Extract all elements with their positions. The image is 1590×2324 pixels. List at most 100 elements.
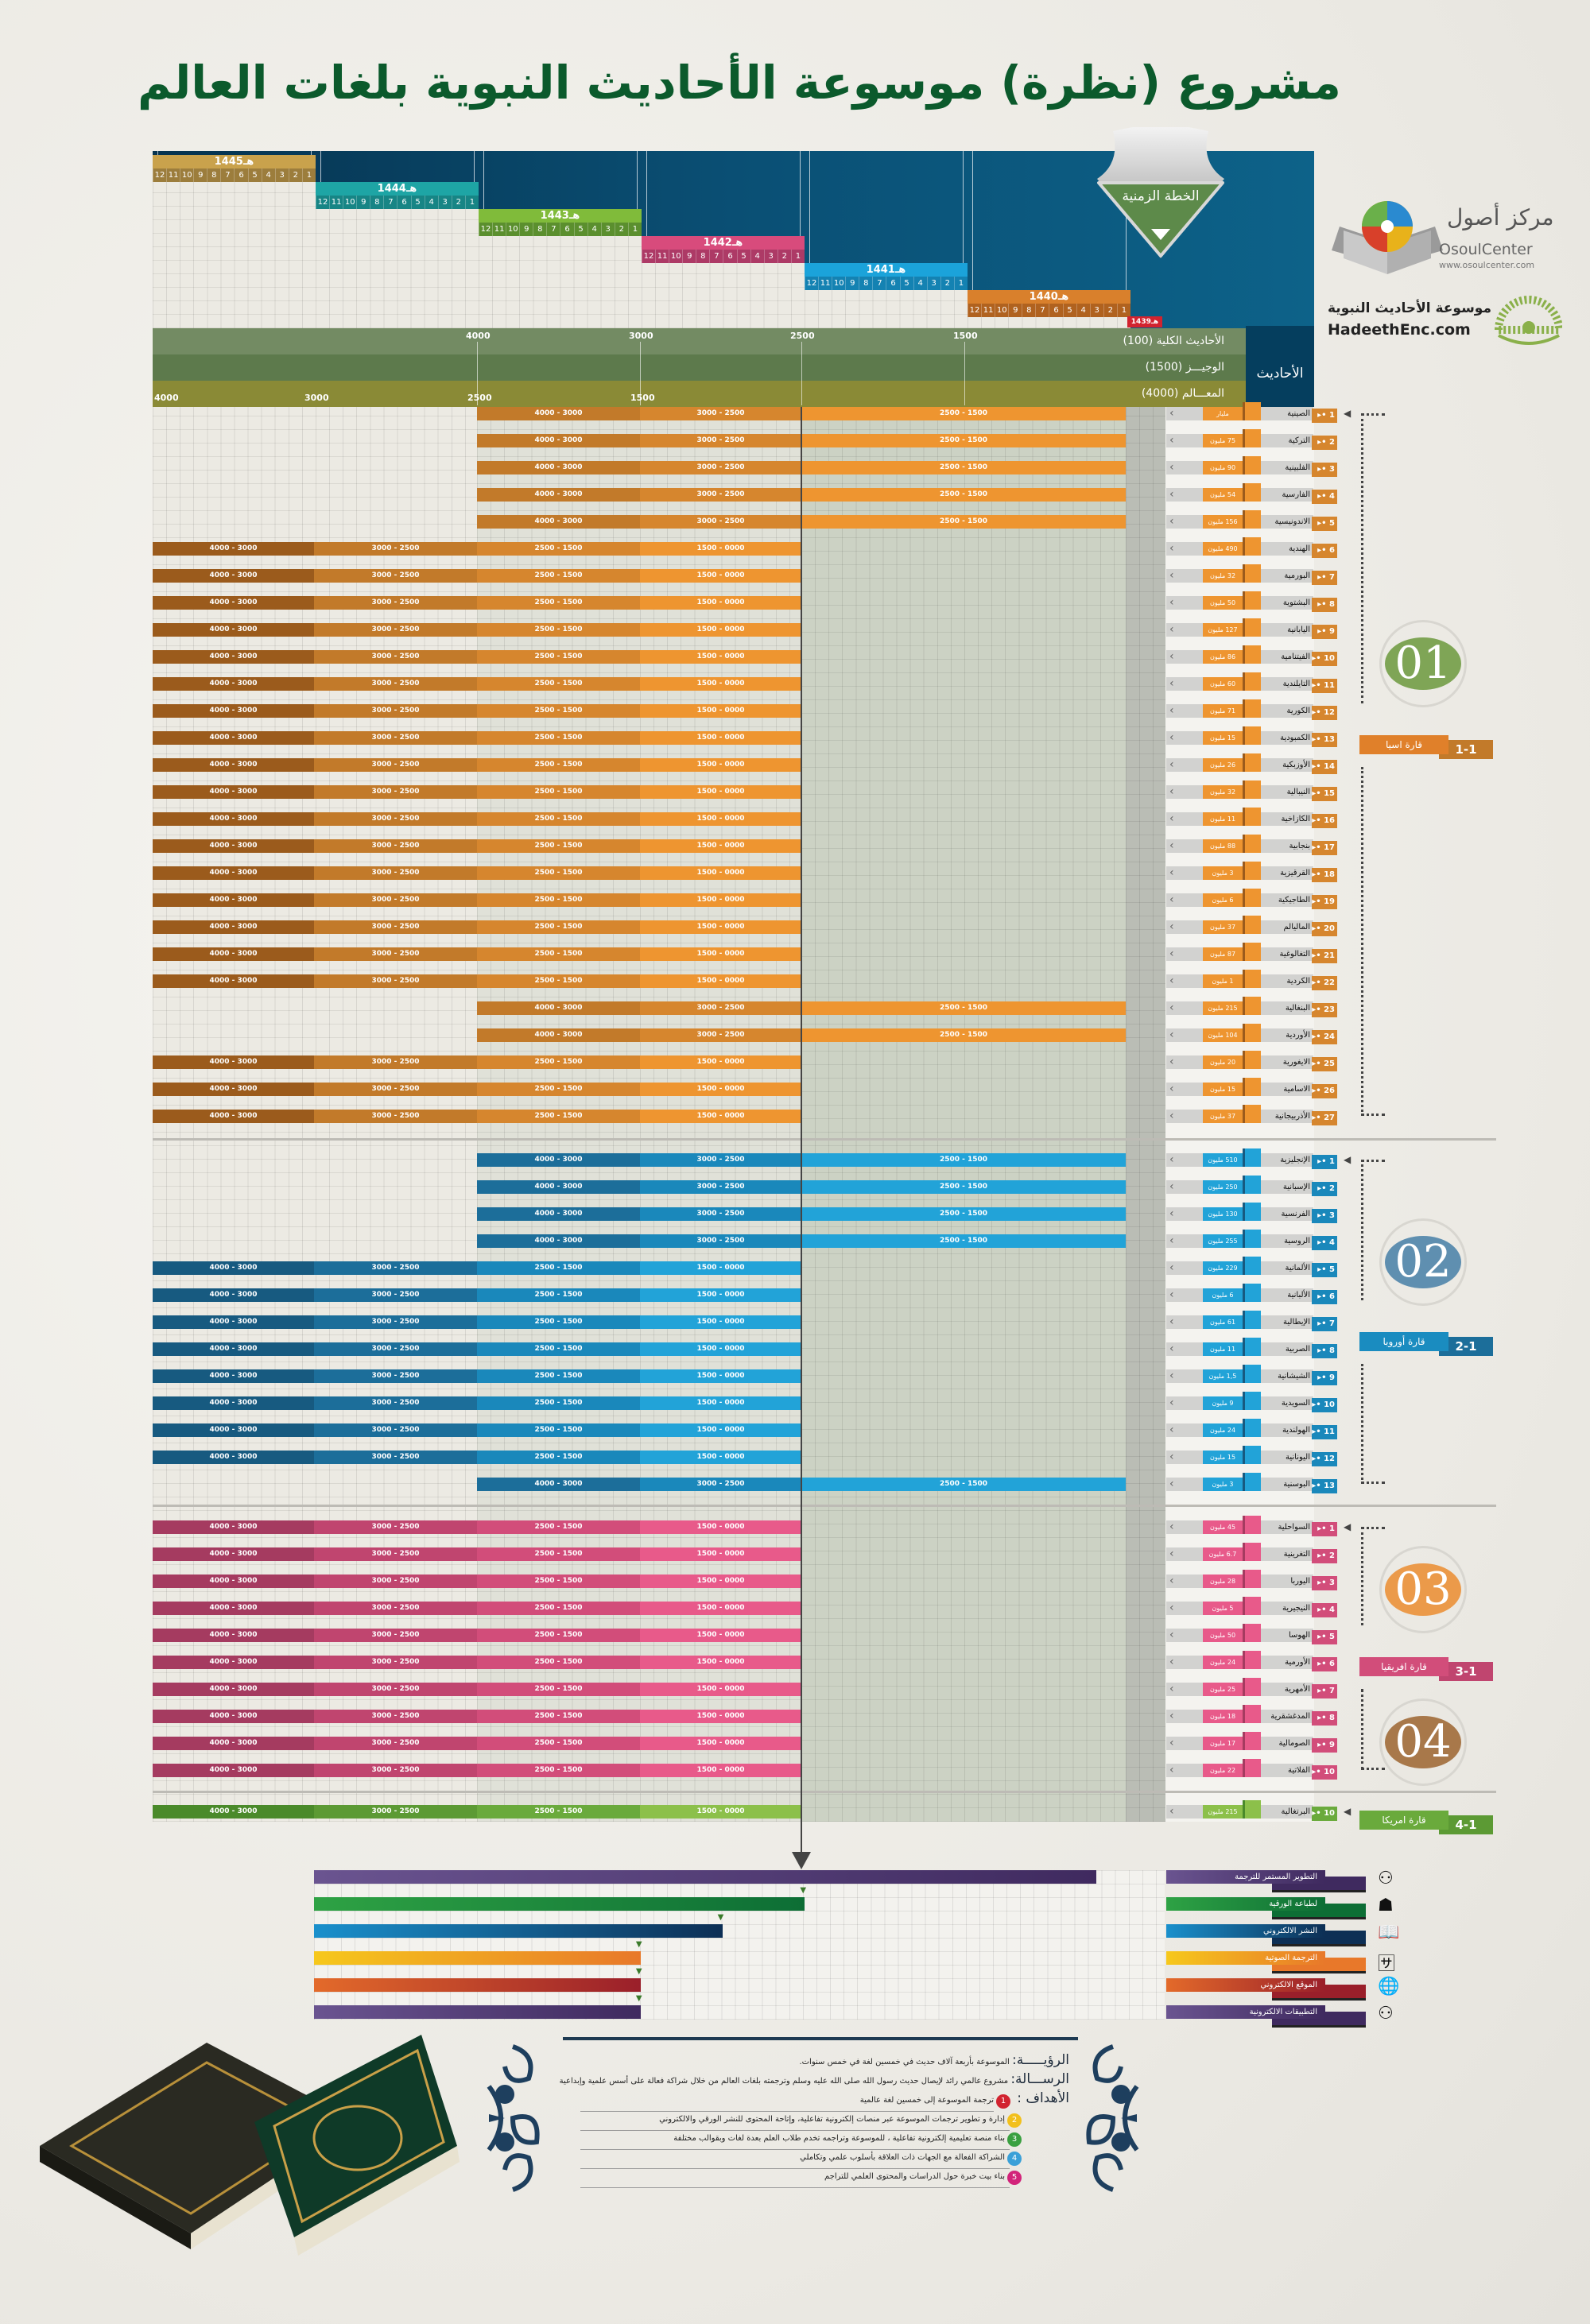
language-row[interactable]: 4000 - 3000 3000 - 2500 2500 - 1500 1500 - …: [0, 672, 1590, 693]
language-row[interactable]: 4000 - 3000 3000 - 2500 2500 - 1500 ‹ 250 مل…: [0, 1176, 1590, 1196]
language-row[interactable]: 4000 - 3000 3000 - 2500 2500 - 1500 1500 - …: [0, 862, 1590, 882]
language-row[interactable]: 4000 - 3000 3000 - 2500 2500 - 1500 1500 - …: [0, 1419, 1590, 1439]
speakers-badge: 510 مليون: [1203, 1153, 1243, 1167]
vision: الرؤيـــــة: الموسوعة بأربعة آلاف حديث ف…: [799, 2052, 1069, 2068]
language-row[interactable]: 4000 - 3000 3000 - 2500 2500 - 1500 ‹ 3 مليو…: [0, 1473, 1590, 1493]
language-row[interactable]: 4000 - 3000 3000 - 2500 2500 - 1500 1500 - …: [0, 1597, 1590, 1617]
language-row[interactable]: 4000 - 3000 3000 - 2500 2500 - 1500 1500 - …: [0, 916, 1590, 936]
language-row[interactable]: 4000 - 3000 3000 - 2500 2500 - 1500 1500 - …: [0, 1392, 1590, 1412]
language-row[interactable]: 4000 - 3000 3000 - 2500 2500 - 1500 1500 - …: [0, 1284, 1590, 1304]
schedule-segment: 2500 - 1500: [801, 1478, 1126, 1491]
language-row[interactable]: 4000 - 3000 3000 - 2500 2500 - 1500 1500 - …: [0, 1311, 1590, 1331]
language-row[interactable]: 4000 - 3000 3000 - 2500 2500 - 1500 1500 - …: [0, 808, 1590, 828]
schedule-segment: 2500 - 1500: [477, 974, 640, 988]
language-name: البوسنية: [1261, 1478, 1313, 1491]
continent-label[interactable]: قارة افريقيا: [1359, 1657, 1448, 1676]
language-row[interactable]: 4000 - 3000 3000 - 2500 2500 - 1500 1500 - …: [0, 1105, 1590, 1125]
row-number-tab: ▸• 10: [1312, 652, 1337, 666]
month-cell: 7: [220, 168, 234, 182]
language-row[interactable]: 4000 - 3000 3000 - 2500 2500 - 1500 1500 - …: [0, 564, 1590, 585]
language-row[interactable]: 4000 - 3000 3000 - 2500 2500 - 1500 1500 - …: [0, 726, 1590, 747]
language-row[interactable]: 4000 - 3000 3000 - 2500 2500 - 1500 ‹ 90 ملي…: [0, 456, 1590, 477]
language-name: السواحلية: [1261, 1520, 1313, 1534]
language-row[interactable]: 4000 - 3000 3000 - 2500 2500 - 1500 ‹ 75 ملي…: [0, 429, 1590, 450]
year-marker-line: [972, 151, 973, 290]
language-row[interactable]: 4000 - 3000 3000 - 2500 2500 - 1500 1500 - …: [0, 1570, 1590, 1590]
schedule-segment: 1500 - 0000: [640, 1805, 801, 1819]
language-row[interactable]: 4000 - 3000 3000 - 2500 2500 - 1500 1500 - …: [0, 780, 1590, 801]
language-row[interactable]: 4000 - 3000 3000 - 2500 2500 - 1500 ‹ 104 مل…: [0, 1024, 1590, 1044]
speakers-badge: 61 مليون: [1203, 1315, 1243, 1329]
language-row[interactable]: 4000 - 3000 3000 - 2500 2500 - 1500 1500 - …: [0, 943, 1590, 963]
schedule-segment: 1500 - 0000: [640, 1396, 801, 1410]
language-row[interactable]: 4000 - 3000 3000 - 2500 2500 - 1500 1500 - …: [0, 889, 1590, 909]
language-row[interactable]: 4000 - 3000 3000 - 2500 2500 - 1500 1500 - …: [0, 618, 1590, 639]
language-row[interactable]: 4000 - 3000 3000 - 2500 2500 - 1500 ‹ 156 مل…: [0, 510, 1590, 531]
language-row[interactable]: 4000 - 3000 3000 - 2500 2500 - 1500 ‹ 215 مل…: [0, 997, 1590, 1017]
language-row[interactable]: 4000 - 3000 3000 - 2500 2500 - 1500 1500 - …: [0, 645, 1590, 666]
row-number-tab: ▸• 11: [1312, 1425, 1337, 1439]
goal-separator: [580, 2130, 1010, 2131]
language-row[interactable]: 4000 - 3000 3000 - 2500 2500 - 1500 ‹ 130 مل…: [0, 1203, 1590, 1223]
language-row[interactable]: 4000 - 3000 3000 - 2500 2500 - 1500 1500 - …: [0, 1759, 1590, 1780]
fold-tab: [1243, 726, 1261, 745]
speakers-badge: 87 مليون: [1203, 947, 1243, 961]
continent-label[interactable]: قارة اسيا: [1359, 735, 1448, 754]
arrow-left-icon: ◀: [1344, 1806, 1352, 1817]
language-row[interactable]: 4000 - 3000 3000 - 2500 2500 - 1500 1500 - …: [0, 1624, 1590, 1644]
language-row[interactable]: 4000 - 3000 3000 - 2500 2500 - 1500 ‹ مليار ا…: [0, 402, 1590, 423]
row-number-tab: ▸• 18: [1312, 868, 1337, 882]
schedule-segment: 3000 - 2500: [314, 569, 477, 583]
language-row[interactable]: 4000 - 3000 3000 - 2500 2500 - 1500 1500 - …: [0, 1678, 1590, 1698]
row-number-tab: ▸• 24: [1312, 1030, 1337, 1044]
language-row[interactable]: 4000 - 3000 3000 - 2500 2500 - 1500 1500 - …: [0, 1705, 1590, 1726]
language-row[interactable]: 4000 - 3000 3000 - 2500 2500 - 1500 1500 - …: [0, 1078, 1590, 1098]
schedule-segment: 1500 - 0000: [640, 1083, 801, 1096]
speakers-badge: 45 مليون: [1203, 1520, 1243, 1534]
language-row[interactable]: 4000 - 3000 3000 - 2500 2500 - 1500 1500 - …: [0, 1338, 1590, 1358]
language-row[interactable]: 4000 - 3000 3000 - 2500 2500 - 1500 1500 - …: [0, 1365, 1590, 1385]
goal-text: ترجمة الموسوعة إلى خمسين لغة عالمية: [859, 2096, 994, 2105]
row-number-tab: ▸• 26: [1312, 1084, 1337, 1098]
language-row[interactable]: 4000 - 3000 3000 - 2500 2500 - 1500 1500 - …: [0, 753, 1590, 774]
speakers-badge: 17 مليون: [1203, 1737, 1243, 1750]
language-row[interactable]: 4000 - 3000 3000 - 2500 2500 - 1500 1500 - …: [0, 1543, 1590, 1563]
schedule-segment: 3000 - 2500: [640, 434, 801, 447]
language-name: الشيشانية: [1261, 1369, 1313, 1383]
continent-label[interactable]: قارة امريكا: [1359, 1811, 1448, 1830]
language-row[interactable]: 4000 - 3000 3000 - 2500 2500 - 1500 1500 - …: [0, 1051, 1590, 1071]
language-row[interactable]: 4000 - 3000 3000 - 2500 2500 - 1500 1500 - …: [0, 1800, 1590, 1821]
speakers-badge: 28 مليون: [1203, 1575, 1243, 1588]
row-number-tab: ▸• 10: [1312, 1807, 1337, 1821]
language-name: الأمهرية: [1261, 1683, 1313, 1696]
language-row[interactable]: 4000 - 3000 3000 - 2500 2500 - 1500 1500 - …: [0, 699, 1590, 720]
schedule-segment: 2500 - 1500: [801, 407, 1126, 420]
schedule-segment: 2500 - 1500: [477, 1575, 640, 1588]
speakers-badge: 3 مليون: [1203, 866, 1243, 880]
language-row[interactable]: 4000 - 3000 3000 - 2500 2500 - 1500 1500 - …: [0, 1516, 1590, 1536]
osoul-logo: مركز أصول OsoulCenter www.osoulcenter.co…: [1328, 195, 1566, 282]
language-row[interactable]: 4000 - 3000 3000 - 2500 2500 - 1500 1500 - …: [0, 1651, 1590, 1671]
language-row[interactable]: 4000 - 3000 3000 - 2500 2500 - 1500 1500 - …: [0, 1732, 1590, 1753]
month-cell: 1: [953, 277, 968, 290]
language-name: الأوزبكية: [1261, 758, 1313, 772]
bracket-dotted-line: [1361, 1527, 1385, 1625]
language-row[interactable]: 4000 - 3000 3000 - 2500 2500 - 1500 1500 - …: [0, 591, 1590, 612]
fold-tab: [1243, 753, 1261, 772]
language-row[interactable]: 4000 - 3000 3000 - 2500 2500 - 1500 1500 - …: [0, 537, 1590, 558]
row-number-tab: ▸• 8: [1312, 1711, 1337, 1726]
language-row[interactable]: 4000 - 3000 3000 - 2500 2500 - 1500 ‹ 255 مل…: [0, 1230, 1590, 1250]
month-cell: 8: [533, 223, 546, 236]
schedule-segment: 3000 - 2500: [640, 1234, 801, 1248]
language-row[interactable]: 4000 - 3000 3000 - 2500 2500 - 1500 1500 - …: [0, 970, 1590, 990]
chevron-left-icon: ‹: [1166, 731, 1203, 745]
language-row[interactable]: 4000 - 3000 3000 - 2500 2500 - 1500 ‹ 54 ملي…: [0, 483, 1590, 504]
schedule-segment: 2500 - 1500: [477, 1423, 640, 1437]
schedule-segment: 1500 - 0000: [640, 785, 801, 799]
language-row[interactable]: 4000 - 3000 3000 - 2500 2500 - 1500 1500 - …: [0, 1446, 1590, 1466]
language-row[interactable]: 4000 - 3000 3000 - 2500 2500 - 1500 ‹ 510 مل…: [0, 1148, 1590, 1169]
language-row[interactable]: 4000 - 3000 3000 - 2500 2500 - 1500 1500 - …: [0, 835, 1590, 855]
band-label-total: الأحاديث الكلية (100): [1123, 335, 1225, 347]
continent-label[interactable]: قارة أوروبا: [1359, 1332, 1448, 1351]
language-row[interactable]: 4000 - 3000 3000 - 2500 2500 - 1500 1500 - …: [0, 1257, 1590, 1277]
